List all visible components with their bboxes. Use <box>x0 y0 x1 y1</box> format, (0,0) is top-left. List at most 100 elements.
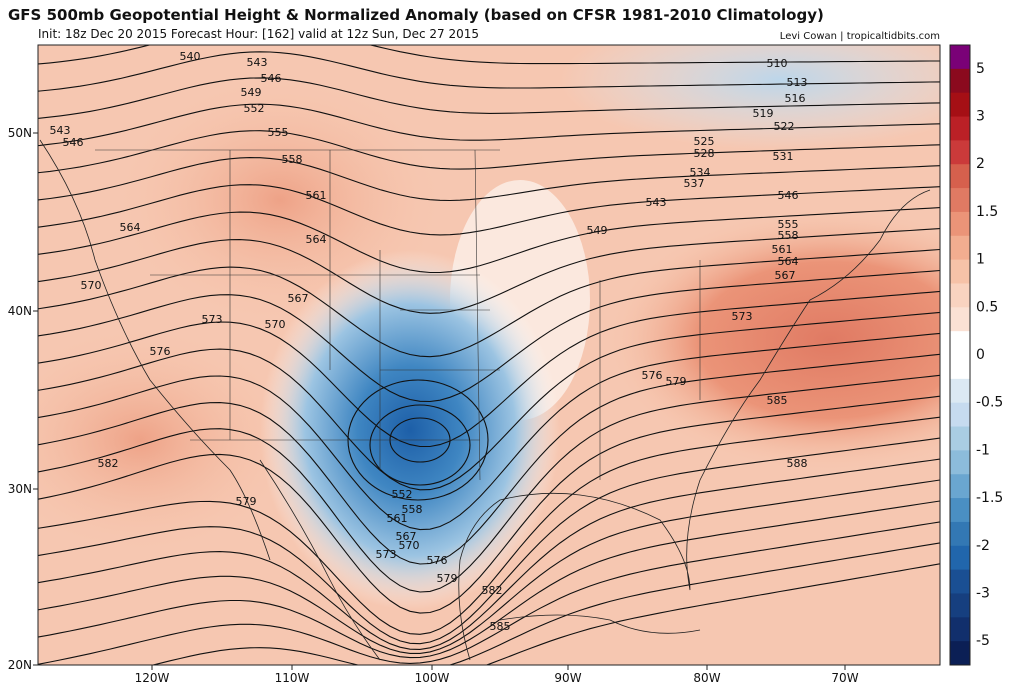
contour-label: 564 <box>120 221 141 234</box>
height-contour <box>150 542 940 665</box>
colorbar-tick-label: 0 <box>976 347 985 363</box>
colorbar-bin <box>950 68 970 94</box>
height-contour <box>38 500 940 659</box>
title: GFS 500mb Geopotential Height & Normaliz… <box>8 6 824 24</box>
contour-label: 534 <box>690 166 711 179</box>
contour-label: 564 <box>306 233 327 246</box>
colorbar-tick-label: -0.5 <box>976 395 1003 411</box>
colorbar-tick-label: 1 <box>976 252 985 268</box>
height-contour <box>485 563 940 665</box>
contour-label: 516 <box>785 92 806 105</box>
contour-label: 519 <box>753 107 774 120</box>
colorbar-tick-label: -5 <box>976 633 990 649</box>
colorbar-bin <box>950 259 970 284</box>
colorbar-bin <box>950 569 970 594</box>
colorbar-bin <box>950 211 970 237</box>
height-contour <box>38 269 940 403</box>
colorbar-bin <box>950 140 970 165</box>
height-contour <box>38 521 940 665</box>
lon-label: 70W <box>831 671 858 685</box>
contour-label: 567 <box>775 269 796 282</box>
colorbar-bin <box>950 307 970 332</box>
contour-label: 549 <box>587 224 608 237</box>
contour-label: 510 <box>767 57 788 70</box>
height-contour <box>38 479 940 654</box>
contour-label: 582 <box>98 457 119 470</box>
height-contour <box>38 395 940 614</box>
colorbar-bin <box>950 188 970 213</box>
height-contour <box>38 45 940 65</box>
height-contour <box>38 228 940 314</box>
colorbar-bin <box>950 235 970 261</box>
colorbar-tick-label: 5 <box>976 61 985 77</box>
contour-label: 582 <box>482 584 503 597</box>
contour-label: 561 <box>387 512 408 525</box>
lat-label: 40N <box>8 304 32 318</box>
contour-label: 579 <box>666 375 687 388</box>
colorbar-tick-label: 1.5 <box>976 204 998 220</box>
height-contour <box>38 290 940 448</box>
contour-label: 573 <box>202 313 223 326</box>
height-contour <box>38 77 940 119</box>
lat-label: 20N <box>8 658 32 672</box>
contour-label: 567 <box>396 530 417 543</box>
height-contour <box>38 51 940 92</box>
colorbar-bin <box>950 426 970 451</box>
contour-label: 561 <box>306 189 327 202</box>
colorbar-bin <box>950 45 970 70</box>
colorbar-bin <box>950 283 970 308</box>
height-contour <box>38 416 940 635</box>
contour-label: 564 <box>778 255 799 268</box>
contour-label: 585 <box>767 394 788 407</box>
contour-label: 522 <box>774 120 795 133</box>
contour-label: 579 <box>437 572 458 585</box>
contour-label: 540 <box>180 50 201 63</box>
lat-label: 50N <box>8 126 32 140</box>
colorbar-bin <box>950 617 970 642</box>
contour-label: 579 <box>236 495 257 508</box>
colorbar-bin <box>950 402 970 428</box>
height-contour <box>38 353 940 565</box>
contour-label: 585 <box>490 620 511 633</box>
height-contour <box>38 248 940 358</box>
lon-label: 90W <box>554 671 581 685</box>
contour-label: 555 <box>778 218 799 231</box>
contour-label: 561 <box>772 243 793 256</box>
contour-label: 549 <box>241 86 262 99</box>
height-contour <box>38 157 940 202</box>
contour-label: 513 <box>787 76 808 89</box>
height-contour <box>38 311 940 491</box>
colorbar-bin <box>950 545 970 571</box>
contour-label: 546 <box>261 72 282 85</box>
colorbar-tick-label: -3 <box>976 585 990 601</box>
lon-label: 120W <box>135 671 170 685</box>
colorbar-bin <box>950 498 970 523</box>
lon-label: 80W <box>693 671 720 685</box>
height-contour <box>38 458 940 650</box>
contour-label: 558 <box>778 229 799 242</box>
height-contour <box>38 207 940 274</box>
contour-label: 537 <box>684 177 705 190</box>
contour-label: 570 <box>265 318 286 331</box>
height-contour <box>38 374 940 593</box>
contour-label: 573 <box>376 548 397 561</box>
lat-label: 30N <box>8 482 32 496</box>
height-contour <box>38 184 940 236</box>
colorbar-bin <box>950 92 970 118</box>
contour-label: 576 <box>427 554 448 567</box>
colorbar-bin <box>950 593 970 618</box>
contour-label: 570 <box>399 539 420 552</box>
height-contour <box>38 437 940 645</box>
colorbar-bin <box>950 450 970 475</box>
subtitle: Init: 18z Dec 20 2015 Forecast Hour: [16… <box>38 27 479 41</box>
colorbar-bin <box>950 331 970 356</box>
contour-label: 546 <box>63 136 84 149</box>
contour-label: 552 <box>392 488 413 501</box>
colorbar-tick-label: -2 <box>976 538 990 554</box>
colorbar-bin <box>950 164 970 189</box>
colorbar-tick-label: -1 <box>976 442 990 458</box>
contour-label: 573 <box>732 310 753 323</box>
contour-label: 552 <box>244 102 265 115</box>
